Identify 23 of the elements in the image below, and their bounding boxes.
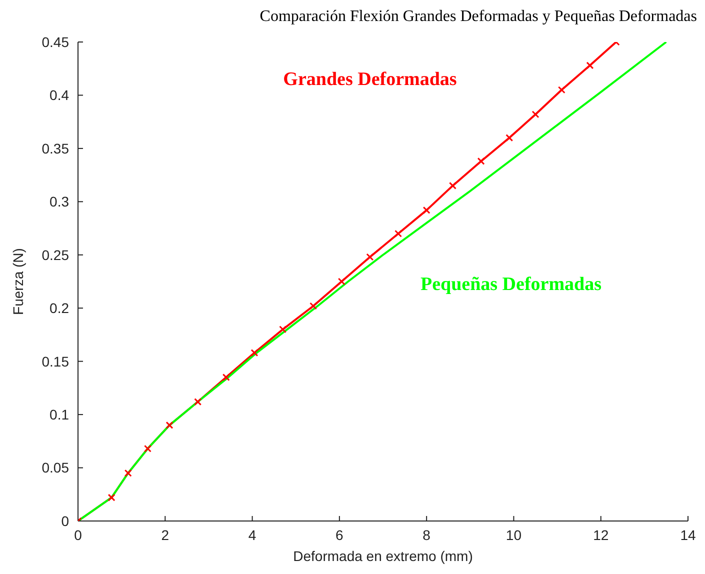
y-tick-label: 0.45 (42, 34, 70, 50)
y-axis-title: Fuerza (N) (10, 248, 26, 315)
y-tick-label: 0.2 (50, 300, 70, 316)
y-tick-label: 0.1 (50, 406, 70, 423)
x-tick-label: 8 (422, 526, 431, 543)
x-tick-label: 2 (161, 526, 170, 543)
y-tick-label: 0.35 (42, 140, 70, 156)
y-tick-label: 0.25 (42, 246, 70, 263)
annotation: Grandes Deformadas (283, 69, 457, 91)
x-tick-label: 10 (506, 526, 522, 543)
chart-title: Comparación Flexión Grandes Deformadas y Pequeñas Deformadas (258, 8, 697, 27)
x-tick-label: 14 (680, 526, 696, 543)
x-tick-label: 6 (336, 526, 344, 543)
x-axis-title: Deformada en extremo (mm) (293, 548, 473, 564)
y-tick-label: 0.15 (42, 353, 70, 370)
annotation: Pequeñas Deformadas (420, 274, 602, 296)
y-tick-label: 0.3 (50, 194, 70, 210)
y-tick-label: 0.4 (50, 87, 70, 104)
y-tick-label: 0 (61, 512, 70, 529)
x-tick-label: 12 (593, 526, 609, 543)
x-tick-label: 4 (248, 526, 256, 543)
y-tick-label: 0.05 (42, 460, 70, 476)
x-tick-label: 0 (74, 526, 82, 543)
